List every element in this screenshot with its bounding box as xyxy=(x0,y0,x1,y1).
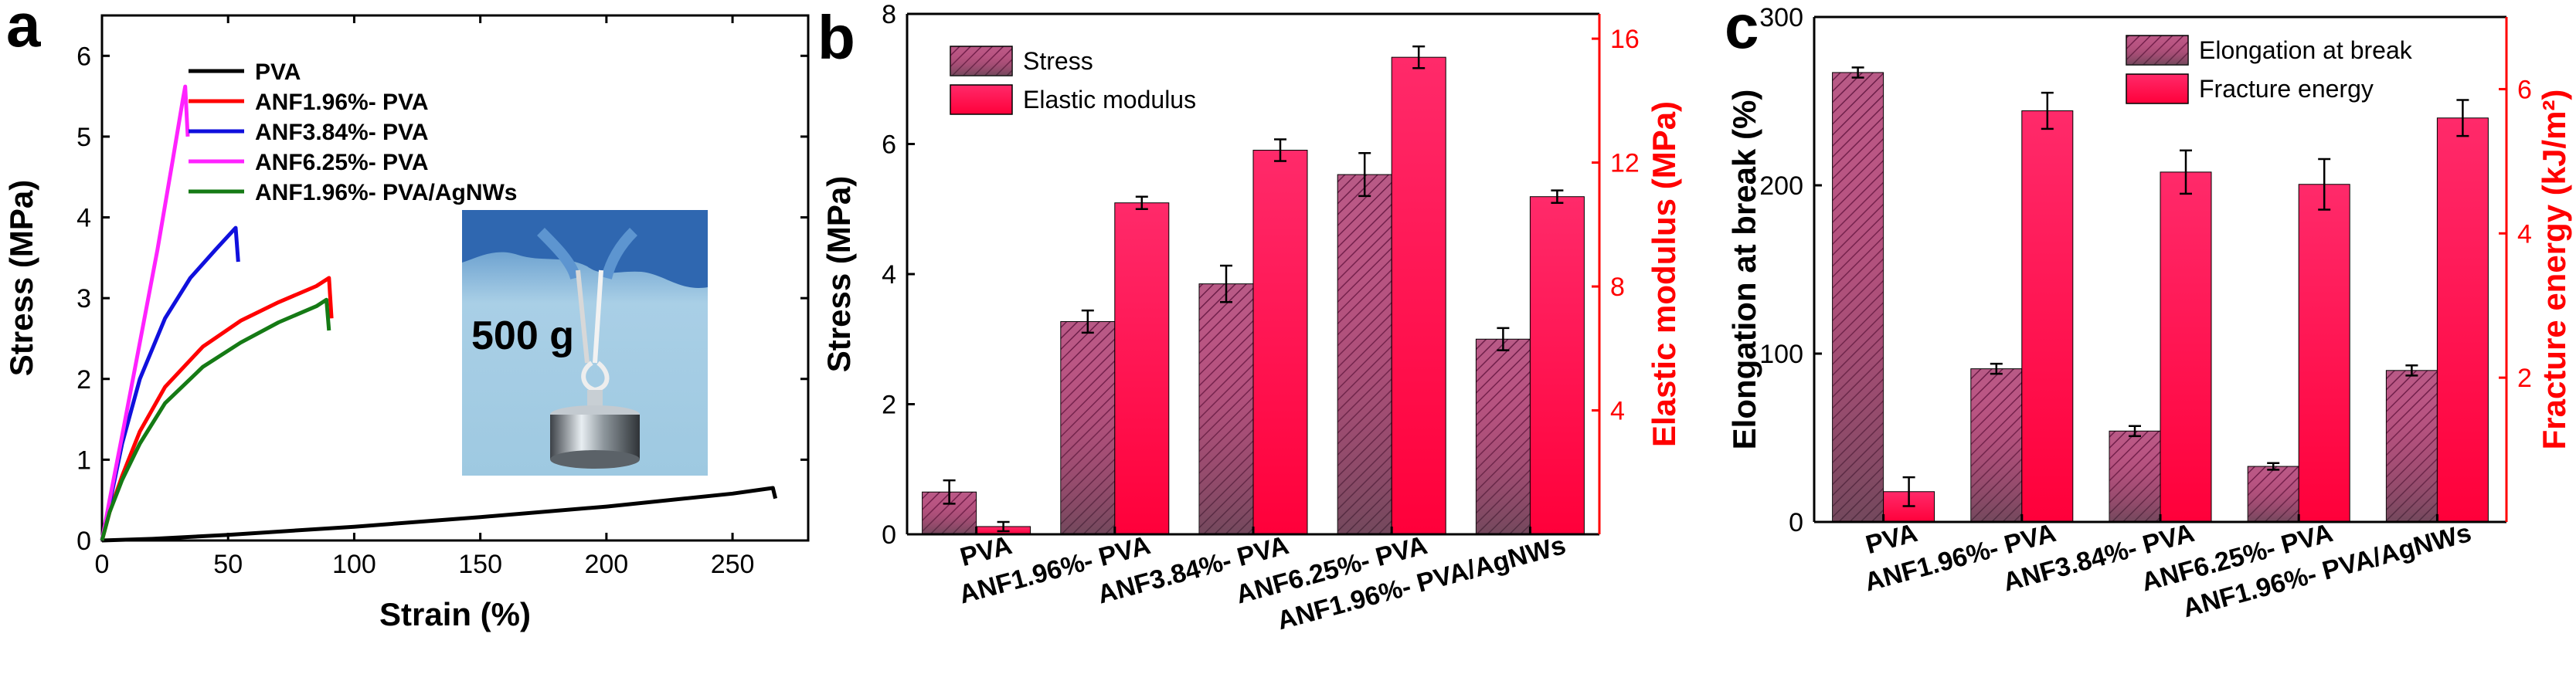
x-tick-label: 200 xyxy=(584,550,628,579)
y-axis-title: Stress (MPa) xyxy=(3,180,39,376)
category-label-0: PVA xyxy=(1863,518,1921,560)
panel-a: a 0 50 100 150 200 250 0 1 2 3 4 5 6 Strain (%) Stress… xyxy=(3,0,810,632)
y-tick-label: 4 xyxy=(882,260,896,290)
y2-tick-label: 8 xyxy=(1610,273,1625,302)
y-tick-label: 0 xyxy=(76,527,91,556)
bar-shade-b-chart-s0-2 xyxy=(1199,283,1253,534)
y2-tick-label: 2 xyxy=(2517,364,2532,393)
inset-weight-label: 500 g xyxy=(471,313,574,358)
legend-label-0: PVA xyxy=(255,59,301,85)
y-tick-label: 3 xyxy=(76,284,91,313)
panel-a-frame xyxy=(100,14,810,542)
legend-swatch-solid xyxy=(950,84,1013,115)
panel-b-letter: b xyxy=(817,3,855,72)
bar-shade-c-chart-s0-3 xyxy=(2248,466,2299,522)
legend-c-chart: Elongation at break Fracture energy xyxy=(2126,35,2413,104)
legend-label-0: Elongation at break xyxy=(2199,36,2413,64)
y2-tick-label: 6 xyxy=(2517,75,2532,104)
bar-c-chart-s1-3 xyxy=(2298,184,2350,523)
y-axis-title: Elongation at break (%) xyxy=(1726,90,1762,450)
y-tick-label: 0 xyxy=(882,520,896,550)
panel-a-axes: 0 50 100 150 200 250 0 1 2 3 4 5 6 Strain (%) Stress (… xyxy=(3,14,810,632)
legend-label-3: ANF6.25%- PVA xyxy=(255,150,429,175)
y-tick-label: 1 xyxy=(76,446,91,475)
bar-b-chart-s1-1 xyxy=(1114,202,1170,535)
x-tick-label: 250 xyxy=(711,550,755,579)
y-tick-label: 8 xyxy=(882,0,896,29)
x-tick-label: 0 xyxy=(95,550,110,579)
y-tick-label: 6 xyxy=(882,130,896,160)
inset-photo: 500 g xyxy=(462,210,708,476)
x-tick-label: 100 xyxy=(332,550,376,579)
series-line-3 xyxy=(100,84,190,541)
bar-shade-b-chart-s0-4 xyxy=(1476,339,1531,534)
bar-shade-b-chart-s0-1 xyxy=(1060,321,1115,534)
glove-shape xyxy=(462,210,708,288)
y-tick-label: 2 xyxy=(76,365,91,395)
y-tick-label: 300 xyxy=(1759,3,1803,32)
legend-label-4: ANF1.96%- PVA/AgNWs xyxy=(255,180,518,205)
legend-label-1: Fracture energy xyxy=(2199,75,2374,103)
y-tick-label: 6 xyxy=(76,42,91,71)
legend-label-1: Elastic modulus xyxy=(1023,86,1196,114)
bar-shade-c-chart-s0-4 xyxy=(2386,370,2438,522)
legend-swatch-solid xyxy=(2126,73,2189,104)
bar-shade-c-chart-s0-2 xyxy=(2109,431,2160,522)
y-tick-label: 200 xyxy=(1759,171,1803,201)
bar-b-chart-s1-2 xyxy=(1252,150,1308,535)
y-tick-label: 0 xyxy=(1789,508,1803,537)
category-label-0: PVA xyxy=(957,530,1015,572)
panel-a-legend: PVA ANF1.96%- PVA ANF3.84%- PVA ANF6.25%- P… xyxy=(189,59,518,205)
bar-shade-c-chart-s0-1 xyxy=(1970,368,2022,522)
panel-a-series xyxy=(100,84,778,543)
bar-c-chart-s1-2 xyxy=(2160,171,2212,523)
bar-shade-c-chart-s0-0 xyxy=(1832,72,1884,522)
x-axis-title: Strain (%) xyxy=(379,596,531,632)
legend-swatch-shade xyxy=(2126,36,2188,65)
legend-label-0: Stress xyxy=(1023,47,1093,75)
x-tick-label: 50 xyxy=(213,550,243,579)
series-line-1 xyxy=(100,276,334,541)
series-line-4 xyxy=(100,297,331,541)
y-tick-label: 100 xyxy=(1759,340,1803,369)
bar-b-chart-s1-3 xyxy=(1391,56,1446,535)
y-tick-label: 2 xyxy=(882,391,896,420)
y2-axis-title: Fracture energy (kJ/m²) xyxy=(2536,90,2572,450)
y-axis-title: Stress (MPa) xyxy=(821,176,857,372)
y-tick-label: 4 xyxy=(76,204,91,233)
legend-swatch-shade xyxy=(950,46,1012,76)
y2-tick-label: 4 xyxy=(1610,397,1625,426)
panel-a-letter: a xyxy=(6,0,41,59)
bar-c-chart-s1-1 xyxy=(2021,110,2074,523)
panel-c-letter: c xyxy=(1725,0,1759,61)
x-tick-label: 150 xyxy=(458,550,502,579)
y2-tick-label: 16 xyxy=(1610,25,1640,54)
legend-b-chart: Stress Elastic modulus xyxy=(950,46,1196,115)
series-line-0 xyxy=(101,486,778,543)
bar-shade-b-chart-s0-3 xyxy=(1337,174,1392,534)
legend-label-1: ANF1.96%- PVA xyxy=(255,90,429,115)
y2-tick-label: 12 xyxy=(1610,149,1640,178)
legend-label-2: ANF3.84%- PVA xyxy=(255,120,429,145)
y2-axis-title: Elastic modulus (MPa) xyxy=(1646,101,1682,447)
y2-tick-label: 4 xyxy=(2517,219,2532,249)
bar-c-chart-s1-4 xyxy=(2436,117,2489,523)
y-tick-label: 5 xyxy=(76,123,91,152)
bar-b-chart-s1-4 xyxy=(1529,196,1585,535)
